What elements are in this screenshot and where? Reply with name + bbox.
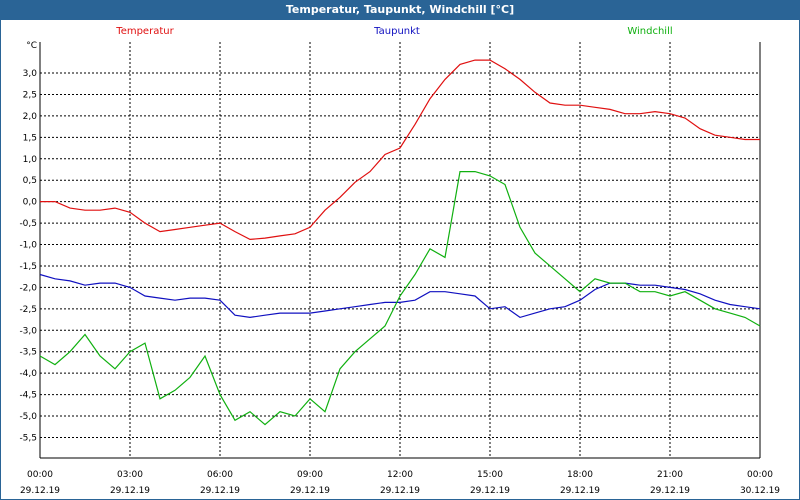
y-tick-label: 0,5: [23, 176, 37, 186]
y-tick-label: -4,5: [19, 391, 37, 401]
x-tick-date: 29.12.19: [20, 486, 60, 496]
y-tick-label: -1,0: [19, 241, 37, 251]
x-tick-date: 30.12.19: [740, 486, 780, 496]
y-tick-label: 0,0: [23, 198, 38, 208]
x-tick-time: 00:00: [747, 470, 773, 480]
x-tick-date: 29.12.19: [380, 486, 420, 496]
x-tick-time: 12:00: [387, 470, 413, 480]
window-title: Temperatur, Taupunkt, Windchill [°C]: [0, 0, 800, 20]
y-tick-label: -2,5: [19, 305, 37, 315]
y-axis-unit: °C: [26, 41, 37, 51]
x-tick-time: 03:00: [117, 470, 143, 480]
legend-windchill: Windchill: [627, 26, 672, 37]
y-tick-label: 2,5: [23, 90, 37, 100]
x-tick-time: 00:00: [27, 470, 53, 480]
x-tick-date: 29.12.19: [470, 486, 510, 496]
y-tick-label: 3,0: [23, 69, 38, 79]
x-tick-time: 15:00: [477, 470, 503, 480]
y-tick-label: -0,5: [19, 219, 37, 229]
legend-temperatur: Temperatur: [115, 26, 174, 37]
y-tick-label: -3,0: [19, 326, 37, 336]
y-tick-label: -4,0: [19, 369, 37, 379]
x-tick-date: 29.12.19: [110, 486, 150, 496]
x-tick-date: 29.12.19: [560, 486, 600, 496]
x-tick-time: 21:00: [657, 470, 683, 480]
legend-taupunkt: Taupunkt: [373, 26, 420, 37]
y-tick-label: -5,0: [19, 412, 37, 422]
y-tick-label: -2,0: [19, 283, 37, 293]
x-tick-time: 09:00: [297, 470, 323, 480]
x-tick-date: 29.12.19: [650, 486, 690, 496]
x-tick-date: 29.12.19: [200, 486, 240, 496]
series-line-windchill: [39, 171, 761, 426]
series-line-taupunkt: [39, 273, 761, 319]
x-tick-date: 29.12.19: [290, 486, 330, 496]
y-tick-label: 1,5: [23, 133, 37, 143]
series-line-temperatur: [40, 59, 760, 241]
y-tick-label: -1,5: [19, 262, 37, 272]
y-tick-label: 1,0: [23, 155, 38, 165]
x-tick-time: 06:00: [207, 470, 233, 480]
y-tick-label: -3,5: [19, 348, 37, 358]
y-tick-label: -5,5: [19, 433, 37, 443]
y-tick-label: 2,0: [23, 112, 38, 122]
x-tick-time: 18:00: [567, 470, 593, 480]
